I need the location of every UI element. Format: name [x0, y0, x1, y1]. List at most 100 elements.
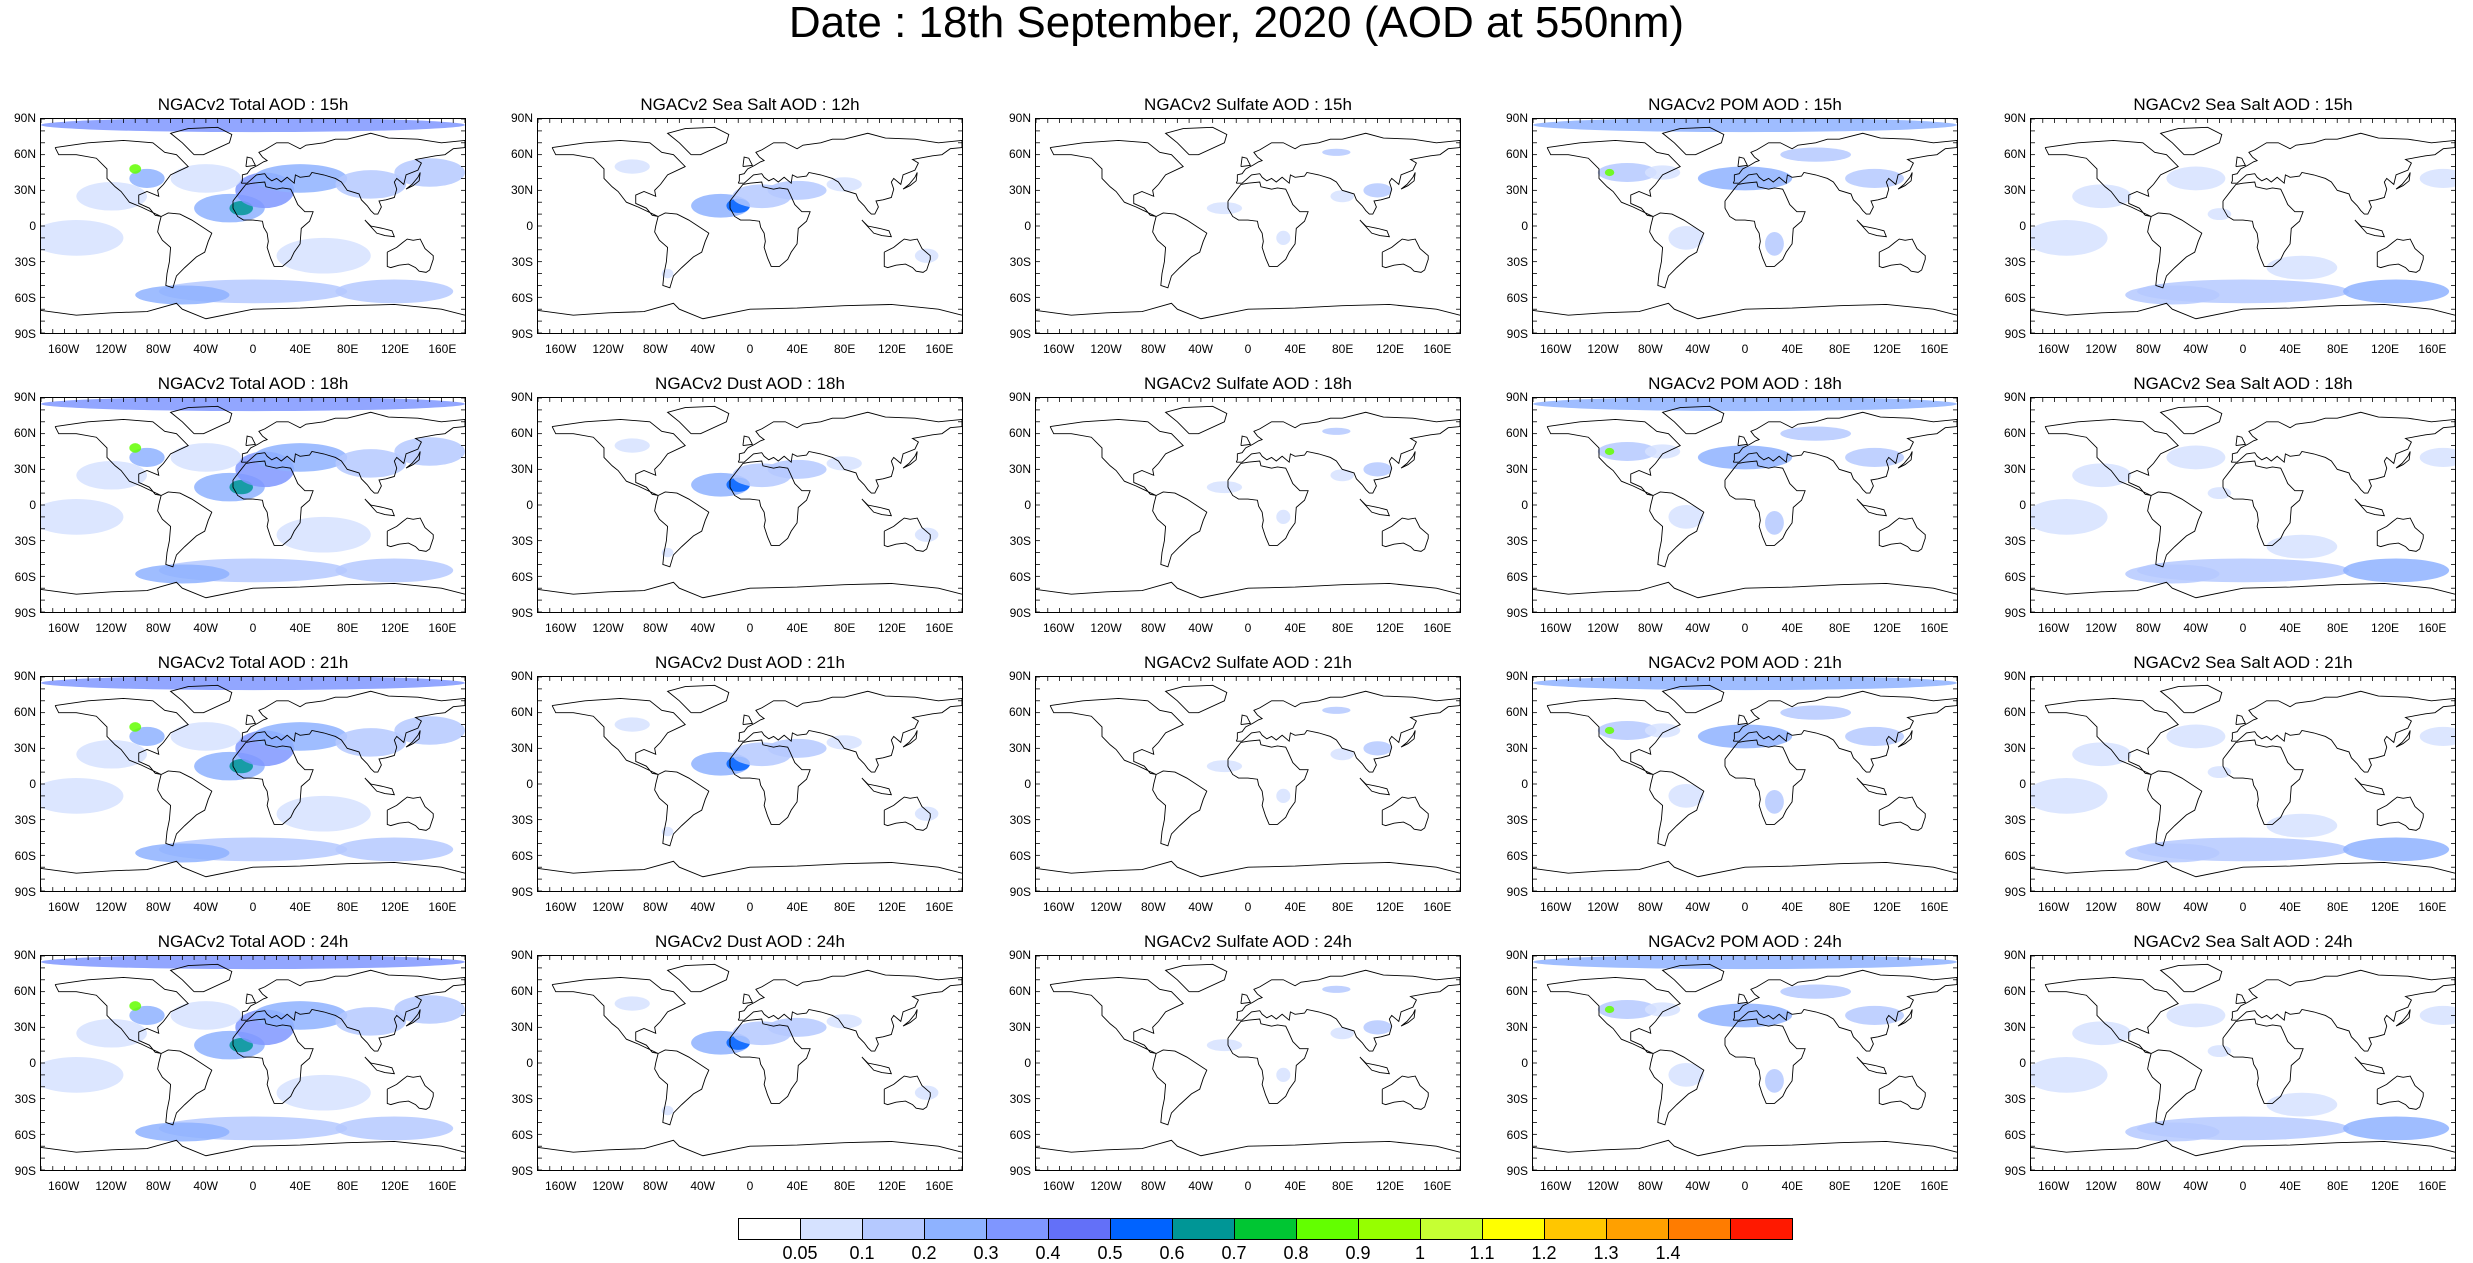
lat-tick-label: 90N	[2003, 948, 2026, 962]
lon-tick-label: 160E	[1920, 342, 1949, 356]
panel-title: NGACv2 Sulfate AOD : 15h	[1144, 95, 1352, 114]
coastline	[2147, 491, 2203, 568]
coastline	[232, 460, 314, 546]
lat-tick-label: 90N	[2003, 669, 2026, 683]
lat-tick-label: 90S	[14, 1164, 36, 1178]
lat-tick-label: 30S	[1009, 255, 1031, 269]
coastline	[386, 796, 434, 831]
aod-region	[129, 168, 165, 188]
lon-tick-label: 120W	[95, 621, 127, 635]
coastline	[737, 969, 962, 1052]
coastline	[1856, 219, 1888, 238]
lon-tick-label: 80E	[1331, 342, 1354, 356]
coastline	[245, 435, 257, 446]
lat-tick-label: 90S	[2004, 327, 2026, 341]
aod-region	[914, 248, 939, 263]
lon-tick-label: 120W	[2085, 900, 2117, 914]
aod-region	[1845, 447, 1904, 467]
lon-tick-label: 0	[249, 1179, 257, 1193]
aod-region	[129, 1001, 142, 1011]
world-map	[40, 118, 466, 334]
coastline	[1235, 411, 1460, 494]
colorbar-label: 0.4	[1035, 1243, 1061, 1263]
lat-tick-label: 90S	[1506, 606, 1528, 620]
coastline	[157, 212, 213, 289]
colorbar-swatch	[1668, 1218, 1731, 1240]
coastline	[902, 1009, 918, 1027]
coastline	[551, 976, 686, 1054]
coastline	[2230, 132, 2455, 215]
lat-tick-label: 30S	[14, 534, 36, 548]
lon-tick-label: 160E	[1423, 900, 1452, 914]
lon-tick-label: 80W	[145, 900, 171, 914]
lon-tick-label: 80E	[2326, 1179, 2349, 1193]
lat-tick-label: 30N	[13, 741, 36, 755]
coastline	[2395, 1009, 2411, 1027]
aod-region	[1845, 168, 1904, 188]
lon-tick-label: 160E	[428, 342, 457, 356]
coastline	[157, 491, 213, 568]
aod-region	[1644, 1002, 1681, 1017]
lat-tick-label: 30N	[1008, 462, 1031, 476]
coastline	[405, 1009, 421, 1027]
aod-region	[914, 806, 939, 821]
coastline	[1164, 126, 1228, 156]
lon-tick-label: 80E	[833, 342, 856, 356]
coastline	[538, 860, 962, 878]
aod-region	[135, 285, 230, 305]
lon-tick-label: 0	[1741, 900, 1749, 914]
lon-tick-label: 160E	[2418, 900, 2447, 914]
lon-tick-label: 40E	[1284, 900, 1306, 914]
lon-tick-label: 80W	[2135, 1179, 2161, 1193]
coastline	[2031, 1139, 2455, 1157]
lat-tick-label: 60N	[1505, 984, 1528, 998]
aod-region	[914, 527, 939, 542]
coastline	[2354, 498, 2386, 517]
lat-tick-label: 0	[526, 498, 533, 512]
coastline	[1661, 405, 1725, 435]
map-panel: NGACv2 POM AOD : 21h 90N 60N 30N 0 30S 60S 90S 1…	[1492, 653, 1992, 923]
aod-region	[1604, 168, 1615, 177]
coastline	[861, 777, 893, 796]
lon-tick-label: 120E	[380, 900, 410, 914]
aod-region	[1845, 726, 1904, 746]
colorbar-swatch	[862, 1218, 925, 1240]
coastline	[386, 517, 434, 552]
lon-tick-label: 0	[746, 1179, 754, 1193]
lat-tick-label: 30S	[14, 255, 36, 269]
coastline	[1381, 1075, 1429, 1110]
coastline	[2395, 730, 2411, 748]
aod-region	[2343, 837, 2450, 862]
aod-region	[1330, 469, 1354, 482]
aod-region	[1845, 1005, 1904, 1025]
lat-tick-label: 60S	[14, 291, 36, 305]
lon-tick-label: 0	[2239, 1179, 2247, 1193]
aod-region	[335, 558, 454, 583]
coastline	[861, 1056, 893, 1075]
panel-title: NGACv2 Sea Salt AOD : 21h	[2133, 653, 2353, 672]
lat-tick-label: 0	[1521, 498, 1528, 512]
aod-region	[614, 438, 650, 453]
lon-tick-label: 160W	[1539, 900, 1572, 914]
coastline	[2230, 690, 2455, 773]
coastline	[232, 739, 314, 825]
colorbar-label: 0.1	[849, 1243, 875, 1263]
lon-tick-label: 160E	[1920, 621, 1949, 635]
lon-tick-label: 120W	[1587, 342, 1619, 356]
coastline	[2044, 976, 2179, 1054]
lon-tick-label: 160E	[1920, 1179, 1949, 1193]
lat-tick-label: 90N	[13, 390, 36, 404]
coastline	[1732, 969, 1957, 1052]
coastline	[1732, 132, 1957, 215]
lon-tick-label: 80W	[1140, 1179, 1166, 1193]
aod-region	[1780, 705, 1851, 720]
lon-tick-label: 80W	[642, 621, 668, 635]
lat-tick-label: 90S	[14, 606, 36, 620]
lat-tick-label: 90N	[1505, 111, 1528, 125]
coastline	[1400, 730, 1416, 748]
lon-tick-label: 40E	[1284, 1179, 1306, 1193]
lat-tick-label: 30S	[2004, 1092, 2026, 1106]
aod-region	[1330, 190, 1354, 203]
lon-tick-label: 40E	[786, 342, 808, 356]
colorbar-swatch	[1110, 1218, 1173, 1240]
